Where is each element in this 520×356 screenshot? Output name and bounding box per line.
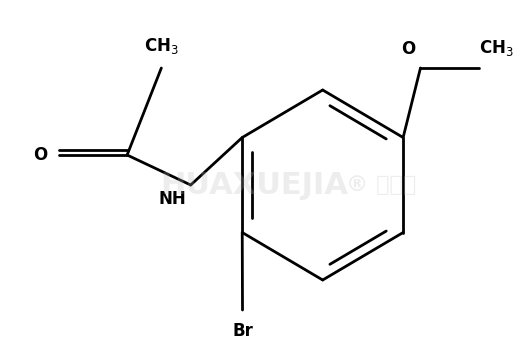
Text: O: O (33, 146, 47, 164)
Text: CH$_3$: CH$_3$ (144, 36, 179, 56)
Text: NH: NH (158, 190, 186, 208)
Text: ® 化学加: ® 化学加 (346, 175, 417, 195)
Text: Br: Br (232, 322, 253, 340)
Text: HUAXUEJIA: HUAXUEJIA (160, 171, 348, 199)
Text: O: O (401, 40, 415, 58)
Text: CH$_3$: CH$_3$ (479, 38, 514, 58)
